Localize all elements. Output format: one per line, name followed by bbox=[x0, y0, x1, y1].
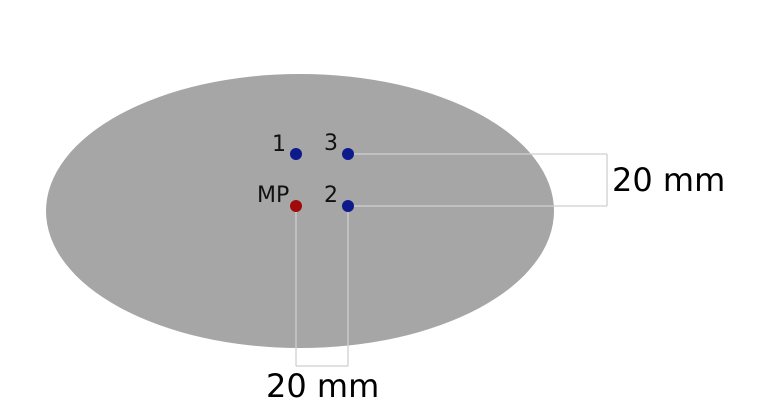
vertical-dimension-label: 20 mm bbox=[612, 161, 725, 199]
specimen-ellipse bbox=[46, 74, 554, 348]
point-1-marker bbox=[290, 148, 302, 160]
point-mp-marker bbox=[290, 200, 302, 212]
point-3-marker bbox=[342, 148, 354, 160]
point-2-label: 2 bbox=[324, 183, 338, 208]
point-2-marker bbox=[342, 200, 354, 212]
horizontal-dimension-label: 20 mm bbox=[266, 367, 379, 405]
point-1-label: 1 bbox=[272, 132, 286, 157]
point-3-label: 3 bbox=[324, 131, 338, 156]
point-mp-label: MP bbox=[257, 183, 289, 208]
